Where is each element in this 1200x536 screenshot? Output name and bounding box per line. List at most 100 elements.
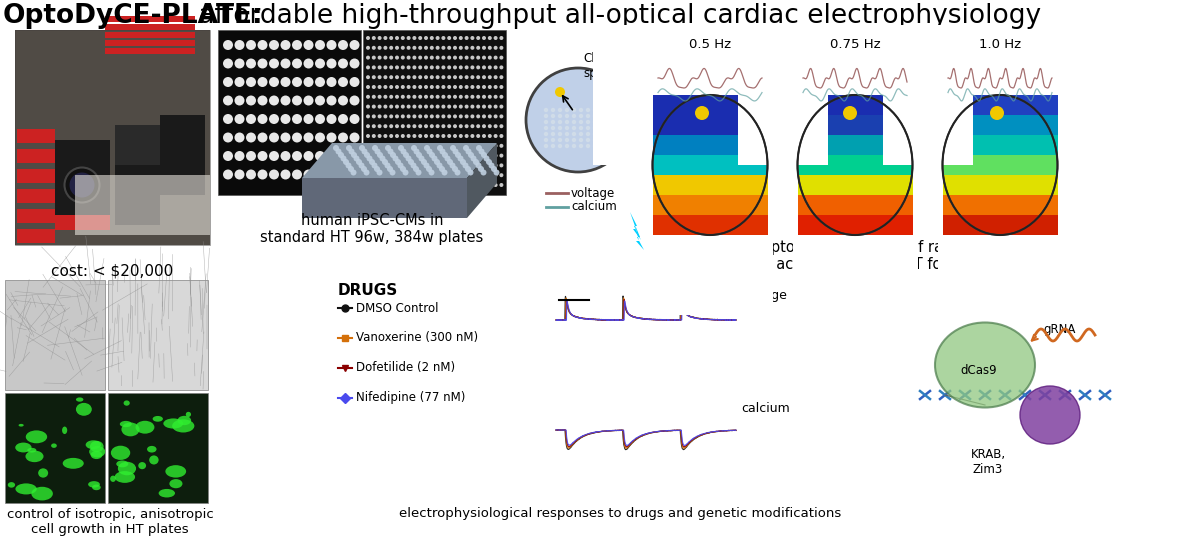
Circle shape <box>424 134 428 138</box>
Circle shape <box>487 85 492 89</box>
Circle shape <box>384 95 388 99</box>
Circle shape <box>401 124 404 128</box>
Circle shape <box>493 95 498 99</box>
Circle shape <box>410 145 418 151</box>
Circle shape <box>234 151 245 161</box>
Circle shape <box>442 85 445 89</box>
Circle shape <box>403 152 409 158</box>
Circle shape <box>223 40 233 50</box>
Circle shape <box>364 169 370 175</box>
Circle shape <box>258 169 268 180</box>
Circle shape <box>578 120 583 124</box>
Bar <box>17 149 55 163</box>
Circle shape <box>389 114 394 118</box>
Circle shape <box>454 65 457 69</box>
Circle shape <box>408 159 414 165</box>
Circle shape <box>464 75 469 79</box>
Circle shape <box>372 173 376 177</box>
Circle shape <box>413 183 416 187</box>
Circle shape <box>476 36 480 40</box>
Circle shape <box>384 36 388 40</box>
Circle shape <box>448 183 451 187</box>
Circle shape <box>442 169 448 175</box>
Circle shape <box>458 65 463 69</box>
Bar <box>798 95 912 115</box>
Circle shape <box>366 183 370 187</box>
Text: CRISPRi: CRISPRi <box>956 280 1024 295</box>
Circle shape <box>458 56 463 59</box>
Circle shape <box>482 65 486 69</box>
Circle shape <box>586 126 590 130</box>
Circle shape <box>326 95 336 106</box>
Circle shape <box>356 159 362 165</box>
Circle shape <box>430 85 434 89</box>
Ellipse shape <box>152 416 163 422</box>
Circle shape <box>487 183 492 187</box>
Circle shape <box>414 148 420 154</box>
Circle shape <box>246 114 256 124</box>
Circle shape <box>695 106 709 120</box>
Circle shape <box>413 95 416 99</box>
Circle shape <box>258 40 268 50</box>
Circle shape <box>370 159 374 165</box>
Circle shape <box>384 65 388 69</box>
Circle shape <box>444 155 450 161</box>
Circle shape <box>413 65 416 69</box>
Bar <box>364 30 506 195</box>
Circle shape <box>464 163 469 167</box>
Circle shape <box>466 148 472 154</box>
Circle shape <box>281 95 290 106</box>
Bar <box>17 209 55 223</box>
Circle shape <box>401 163 404 167</box>
Circle shape <box>571 138 576 142</box>
Ellipse shape <box>110 475 116 482</box>
Circle shape <box>454 173 457 177</box>
Circle shape <box>234 132 245 143</box>
Circle shape <box>407 95 410 99</box>
Circle shape <box>450 145 456 151</box>
Circle shape <box>419 144 422 148</box>
Ellipse shape <box>121 422 139 436</box>
Bar <box>942 115 1057 135</box>
Circle shape <box>558 114 563 118</box>
Circle shape <box>366 36 370 40</box>
Circle shape <box>378 95 382 99</box>
Circle shape <box>338 77 348 87</box>
Circle shape <box>499 124 504 128</box>
Bar <box>653 195 768 215</box>
Ellipse shape <box>798 95 912 235</box>
Circle shape <box>462 162 468 168</box>
Circle shape <box>401 105 404 109</box>
Circle shape <box>407 154 410 158</box>
Ellipse shape <box>76 397 83 401</box>
Circle shape <box>586 138 590 142</box>
Circle shape <box>488 162 494 168</box>
Circle shape <box>379 155 385 161</box>
Circle shape <box>366 56 370 59</box>
Text: 1.0 Hz: 1.0 Hz <box>979 38 1021 51</box>
Circle shape <box>437 162 443 168</box>
Circle shape <box>464 134 469 138</box>
Circle shape <box>292 40 302 50</box>
Circle shape <box>454 105 457 109</box>
Circle shape <box>397 162 403 168</box>
Text: dCas9: dCas9 <box>960 363 997 376</box>
Bar <box>792 235 918 315</box>
Circle shape <box>476 114 480 118</box>
Circle shape <box>389 75 394 79</box>
Circle shape <box>419 105 422 109</box>
Circle shape <box>487 56 492 59</box>
Circle shape <box>401 144 404 148</box>
Circle shape <box>401 148 407 154</box>
Circle shape <box>372 163 376 167</box>
Circle shape <box>430 95 434 99</box>
Circle shape <box>292 77 302 87</box>
Circle shape <box>460 159 466 165</box>
Circle shape <box>442 134 445 138</box>
Circle shape <box>406 155 412 161</box>
Circle shape <box>482 56 486 59</box>
Circle shape <box>234 58 245 69</box>
Circle shape <box>378 85 382 89</box>
Circle shape <box>384 173 388 177</box>
Circle shape <box>246 40 256 50</box>
